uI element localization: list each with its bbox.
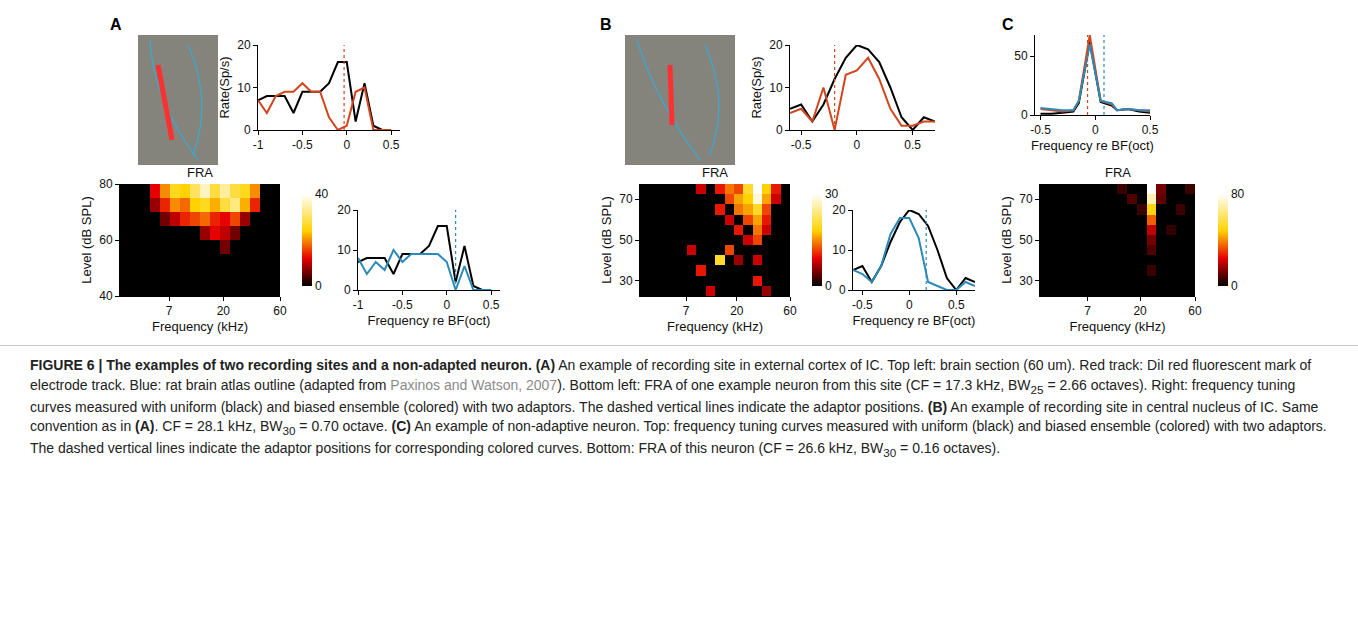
svg-text:20: 20: [1133, 304, 1147, 318]
svg-text:0: 0: [825, 279, 832, 293]
html-text:FIGURE 6 | The examples of two: FIGURE 6 | The examples of two recording…: [30, 357, 1327, 460]
svg-text:60: 60: [99, 233, 113, 247]
svg-text:10: 10: [769, 81, 783, 95]
svg-text:10: 10: [237, 81, 251, 95]
svg-text:-0.5: -0.5: [1030, 123, 1051, 137]
svg-text:-1: -1: [353, 298, 364, 312]
svg-text:-0.5: -0.5: [292, 138, 313, 152]
svg-text:0.5: 0.5: [383, 138, 400, 152]
svg-text:80: 80: [1231, 187, 1245, 201]
svg-text:70: 70: [619, 192, 633, 206]
svg-text:0.5: 0.5: [483, 298, 500, 312]
svg-text:Frequency (kHz): Frequency (kHz): [152, 319, 248, 334]
svg-text:Frequency (kHz): Frequency (kHz): [1069, 319, 1165, 334]
svg-text:Level (dB SPL): Level (dB SPL): [79, 196, 94, 283]
svg-text:Frequency re BF(oct): Frequency re BF(oct): [368, 313, 491, 328]
svg-text:-0.5: -0.5: [852, 298, 873, 312]
svg-text:0: 0: [854, 138, 861, 152]
svg-text:0.5: 0.5: [1142, 123, 1159, 137]
svg-text:FRA: FRA: [187, 165, 213, 180]
svg-text:C: C: [1002, 16, 1014, 33]
svg-text:30: 30: [1019, 274, 1033, 288]
svg-text:0: 0: [315, 279, 322, 293]
svg-text:Level (dB SPL): Level (dB SPL): [599, 196, 614, 283]
svg-text:20: 20: [769, 38, 783, 52]
svg-text:50: 50: [1019, 233, 1033, 247]
svg-text:60: 60: [1188, 304, 1202, 318]
svg-text:40: 40: [99, 289, 113, 303]
svg-text:80: 80: [99, 177, 113, 191]
svg-text:Frequency (kHz): Frequency (kHz): [667, 319, 763, 334]
svg-text:20: 20: [832, 203, 846, 217]
svg-text:0.5: 0.5: [948, 298, 965, 312]
svg-text:20: 20: [217, 304, 231, 318]
svg-text:0.5: 0.5: [904, 138, 921, 152]
svg-text:Level (dB SPL): Level (dB SPL): [999, 196, 1014, 283]
svg-text:B: B: [600, 16, 612, 33]
svg-text:0: 0: [244, 123, 251, 137]
svg-text:0: 0: [443, 298, 450, 312]
svg-text:0: 0: [839, 283, 846, 297]
svg-text:0: 0: [776, 123, 783, 137]
svg-text:0: 0: [906, 298, 913, 312]
svg-text:70: 70: [1019, 192, 1033, 206]
svg-text:40: 40: [315, 187, 329, 201]
svg-text:20: 20: [337, 203, 351, 217]
svg-text:20: 20: [237, 38, 251, 52]
svg-text:0: 0: [1021, 108, 1028, 122]
svg-text:20: 20: [730, 304, 744, 318]
svg-text:30: 30: [825, 187, 839, 201]
svg-text:Frequency re BF(oct): Frequency re BF(oct): [853, 313, 976, 328]
svg-text:Frequency re BF(oct): Frequency re BF(oct): [1031, 138, 1154, 153]
svg-text:FRA: FRA: [702, 165, 728, 180]
svg-text:50: 50: [619, 233, 633, 247]
svg-text:FRA: FRA: [1105, 165, 1131, 180]
svg-text:-1: -1: [253, 138, 264, 152]
svg-text:7: 7: [683, 304, 690, 318]
svg-text:0: 0: [344, 283, 351, 297]
svg-text:A: A: [110, 16, 122, 33]
svg-text:50: 50: [1014, 49, 1028, 63]
svg-text:7: 7: [1084, 304, 1091, 318]
svg-text:30: 30: [619, 274, 633, 288]
svg-text:60: 60: [273, 304, 287, 318]
svg-text:-0.5: -0.5: [392, 298, 413, 312]
svg-text:10: 10: [832, 243, 846, 257]
svg-text:10: 10: [337, 243, 351, 257]
svg-text:60: 60: [783, 304, 797, 318]
svg-text:Rate(Sp/s): Rate(Sp/s): [749, 56, 764, 118]
svg-text:-0.5: -0.5: [791, 138, 812, 152]
svg-text:Rate(Sp/s): Rate(Sp/s): [217, 56, 232, 118]
svg-text:0: 0: [1231, 279, 1238, 293]
svg-text:7: 7: [166, 304, 173, 318]
svg-text:0: 0: [343, 138, 350, 152]
svg-text:0: 0: [1092, 123, 1099, 137]
